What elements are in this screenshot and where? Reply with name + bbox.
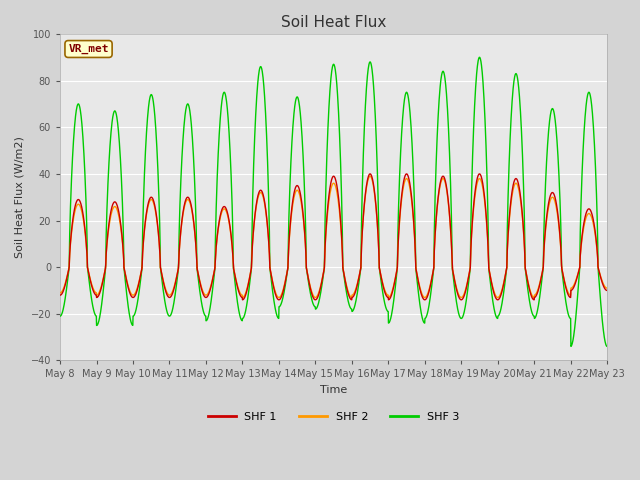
SHF 1: [349, 294, 357, 300]
SHF 2: [556, 227, 563, 232]
SHF 1: [604, 288, 611, 293]
SHF 2: [571, 281, 579, 287]
Line: SHF 3: SHF 3: [60, 57, 607, 347]
SHF 3: [349, 307, 357, 313]
SHF 1: [362, 193, 369, 199]
Line: SHF 2: SHF 2: [60, 176, 607, 298]
SHF 3: [209, 287, 216, 292]
SHF 3: [362, 108, 369, 113]
SHF 1: [493, 296, 500, 302]
SHF 2: [493, 294, 500, 300]
SHF 3: [570, 329, 578, 335]
Legend: SHF 1, SHF 2, SHF 3: SHF 1, SHF 2, SHF 3: [204, 408, 464, 427]
SHF 2: [362, 195, 369, 201]
SHF 2: [209, 276, 216, 282]
SHF 3: [56, 313, 64, 319]
SHF 3: [604, 344, 611, 349]
SHF 2: [366, 173, 374, 179]
SHF 1: [531, 297, 538, 303]
SHF 2: [531, 295, 538, 300]
SHF 1: [571, 283, 579, 288]
X-axis label: Time: Time: [320, 385, 348, 395]
SHF 2: [604, 285, 611, 291]
SHF 1: [556, 224, 563, 230]
SHF 2: [349, 291, 357, 297]
Title: Soil Heat Flux: Soil Heat Flux: [281, 15, 387, 30]
Y-axis label: Soil Heat Flux (W/m2): Soil Heat Flux (W/m2): [15, 136, 25, 258]
Line: SHF 1: SHF 1: [60, 174, 607, 300]
SHF 1: [209, 277, 216, 283]
SHF 1: [56, 292, 64, 298]
Text: VR_met: VR_met: [68, 44, 109, 54]
SHF 2: [56, 290, 64, 296]
SHF 3: [476, 54, 483, 60]
SHF 1: [476, 171, 483, 177]
SHF 3: [555, 173, 563, 179]
SHF 3: [493, 315, 500, 321]
